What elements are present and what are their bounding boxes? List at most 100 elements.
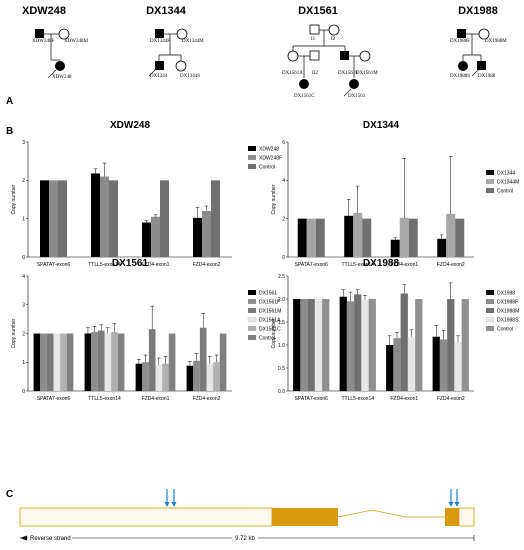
legend-label: Control xyxy=(497,189,513,195)
bar xyxy=(97,330,105,391)
legend-swatch xyxy=(248,335,256,340)
bar xyxy=(390,239,400,257)
gene-structure: Reverse strand 9.72 kb xyxy=(19,489,475,542)
bar xyxy=(104,333,112,391)
bar xyxy=(40,180,49,257)
bar xyxy=(307,299,315,391)
bar xyxy=(297,218,307,257)
chart-title: XDW248 xyxy=(110,120,150,131)
x-tick-label: FZD4-exon1 xyxy=(390,396,418,402)
y-tick-label: 4 xyxy=(282,178,285,184)
pedigree-label: DX1988S xyxy=(450,74,470,79)
male-symbol xyxy=(309,50,320,61)
legend-label: DX1988 xyxy=(497,291,515,297)
bar xyxy=(362,218,372,257)
pedigree-label: II2 xyxy=(312,71,318,76)
bar xyxy=(168,333,176,391)
pedigree-xdw248: XDW248 XDW248F XDW248M XDW248 xyxy=(22,5,88,80)
affected-male-symbol xyxy=(155,29,164,38)
bar xyxy=(346,301,355,391)
pedigree-label: DX1988F xyxy=(450,39,470,44)
bar xyxy=(439,339,448,391)
legend-label: Control xyxy=(259,336,275,342)
bar xyxy=(437,238,447,257)
pedigree-title: XDW248 xyxy=(22,5,66,17)
x-tick-label: FZD4-exon2 xyxy=(437,262,465,268)
bar xyxy=(142,362,149,391)
pedigree-title: DX1561 xyxy=(298,5,338,17)
bar xyxy=(84,333,92,391)
bar xyxy=(407,336,416,391)
pedigree-label: XDW248 xyxy=(52,75,72,80)
pedigree-label: DX1561A xyxy=(282,71,303,76)
bar xyxy=(306,218,316,257)
bar xyxy=(353,212,363,257)
female-symbol xyxy=(328,24,340,36)
legend-swatch xyxy=(486,179,494,184)
chart-title: DX1988 xyxy=(363,258,400,269)
male-symbol xyxy=(309,24,320,35)
bar xyxy=(162,363,169,391)
y-tick-label: 2.0 xyxy=(278,297,285,303)
x-tick-label: TTLL5-exon14 xyxy=(88,396,121,402)
legend-label: Control xyxy=(497,327,513,333)
bar xyxy=(193,360,200,391)
chart-xdw248: XDW248 0 1 2 3 Copy number SPATA7-exon6 TTLL5-e… xyxy=(11,120,282,268)
affected-male-symbol xyxy=(477,61,486,70)
legend-label: XDW248F xyxy=(259,156,282,162)
bar xyxy=(461,299,469,391)
y-tick-label: 1.5 xyxy=(278,320,285,326)
bar xyxy=(91,173,100,257)
female-symbol xyxy=(175,60,187,72)
strand-label: Reverse strand xyxy=(30,536,71,542)
pedigree-label: I1 xyxy=(311,37,316,42)
bar xyxy=(455,218,465,257)
bar xyxy=(111,332,118,391)
legend-swatch xyxy=(486,299,494,304)
y-tick-label: 2 xyxy=(282,216,285,222)
pedigree-title: DX1988 xyxy=(458,5,498,17)
legend-label: DX1988F xyxy=(497,300,518,306)
pedigree-title: DX1344 xyxy=(146,5,187,17)
y-tick-label: 1 xyxy=(22,360,25,366)
bar xyxy=(432,336,440,391)
y-tick-label: 0 xyxy=(22,389,25,395)
panel-label-a: A xyxy=(6,96,13,107)
legend-label: DX1344 xyxy=(497,171,515,177)
utr-region xyxy=(458,507,475,527)
affected-male-symbol xyxy=(155,61,164,70)
pedigree-label: I2 xyxy=(331,37,336,42)
arrow-left-icon xyxy=(20,535,27,541)
bar xyxy=(155,365,163,391)
legend-swatch xyxy=(248,308,256,313)
pedigree-label: DX1561C xyxy=(294,94,315,99)
bar xyxy=(49,180,58,257)
x-tick-label: TTLL5-exon14 xyxy=(341,262,374,268)
legend-swatch xyxy=(486,326,494,331)
bar xyxy=(300,299,308,391)
affected-female-symbol xyxy=(55,61,65,71)
bar xyxy=(354,294,362,391)
y-tick-label: 3 xyxy=(22,303,25,309)
affected-male-symbol xyxy=(340,51,349,60)
legend-label: DX1561A xyxy=(259,318,281,324)
pedigree-label: DX1561F xyxy=(338,71,358,76)
arrow-icon xyxy=(454,489,460,507)
bar xyxy=(368,299,376,391)
y-tick-label: 0 xyxy=(282,255,285,261)
bar xyxy=(160,180,169,257)
y-tick-label: 4 xyxy=(22,274,25,280)
pedigree-label: DX1561M xyxy=(356,71,378,76)
legend-label: DX1344M xyxy=(497,180,519,186)
female-symbol xyxy=(287,50,299,62)
affected-female-symbol xyxy=(458,61,468,71)
bar xyxy=(219,333,227,391)
arrow-icon xyxy=(448,489,454,507)
bar xyxy=(408,218,418,257)
intron-line xyxy=(337,509,407,518)
y-tick-label: 2 xyxy=(22,178,25,184)
chart-title: DX1561 xyxy=(112,258,149,269)
legend-swatch xyxy=(248,164,256,169)
chart-dx1988: DX1988 0.0 0.5 1.0 1.5 2.0 2.5 Copy number SPATA… xyxy=(271,258,519,402)
bar xyxy=(142,222,151,257)
